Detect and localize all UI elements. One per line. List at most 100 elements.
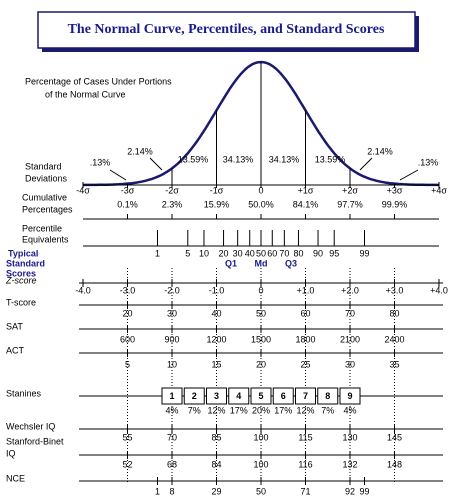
stanford-binet-iq-label: 132: [342, 459, 357, 469]
stanford-binet-iq-label: 84: [211, 459, 221, 469]
z-score-label: +4.0: [430, 285, 448, 295]
cumulative-percentage: 97.7%: [337, 199, 363, 209]
stanine-box: [161, 387, 183, 405]
t-score-label: 50: [256, 308, 266, 318]
percentile-label: 99: [359, 248, 369, 258]
stanine-percentage: 7%: [188, 405, 201, 415]
percentile-label: 80: [293, 248, 303, 258]
stanine-box: [295, 387, 316, 405]
percentile-label: 50: [256, 248, 266, 258]
percentile-label: 5: [185, 248, 190, 258]
area-percentage: 2.14%: [367, 146, 393, 156]
quartile-label: Md: [255, 258, 268, 268]
area-percentage: 34.13%: [269, 154, 300, 164]
row-label: Stanford-Binet: [6, 436, 64, 446]
row-label: SAT: [6, 321, 23, 331]
sat-label: 1500: [251, 334, 271, 344]
stanine-box: [339, 387, 361, 405]
stanine-label: 4: [236, 391, 241, 401]
area-percentage: .13%: [90, 157, 111, 167]
row-label: Percentile: [22, 223, 62, 233]
stanine-label: 8: [325, 391, 330, 401]
cumulative-percentage: 50.0%: [248, 199, 274, 209]
sigma-label: -3σ: [121, 185, 135, 195]
act-label: 10: [167, 359, 177, 369]
sat-label: 2400: [384, 334, 404, 344]
stanine-label: 5: [258, 391, 263, 401]
row-label: Equivalents: [22, 234, 69, 244]
stanine-percentage: 7%: [321, 405, 334, 415]
percentile-label: 70: [279, 248, 289, 258]
leader: [149, 157, 163, 171]
stanine-percentage: 4%: [165, 405, 178, 415]
sat-label: 1800: [295, 334, 315, 344]
act-label: 5: [125, 359, 130, 369]
stanford-binet-iq-label: 100: [253, 459, 268, 469]
leader: [399, 169, 419, 181]
stanford-binet-iq-label: 116: [298, 459, 312, 469]
row-label: T-score: [6, 297, 36, 307]
stanine-percentage: 17%: [274, 405, 292, 415]
stanine-percentage: 4%: [343, 405, 356, 415]
z-score-label: +3.0: [386, 285, 404, 295]
leader: [109, 169, 127, 181]
t-score-label: 20: [122, 308, 132, 318]
quartile-label: Q3: [285, 258, 297, 268]
area-percentage: 34.13%: [223, 154, 254, 164]
percentile-label: 95: [329, 248, 339, 258]
stanine-label: 2: [192, 391, 197, 401]
sigma-label: -4σ: [76, 185, 90, 195]
percentile-label: 30: [233, 248, 243, 258]
nce-label: 50: [256, 486, 266, 496]
percentile-label: 40: [245, 248, 255, 258]
stanine-box: [317, 387, 339, 405]
t-score-label: 70: [345, 308, 355, 318]
sigma-label: 0: [258, 185, 263, 195]
nce-label: 8: [169, 486, 174, 496]
percentile-label: 20: [219, 248, 229, 258]
row-label: Standard: [25, 161, 62, 171]
stanine-percentage: 12%: [296, 405, 314, 415]
z-score-label: +1.0: [297, 285, 315, 295]
stanine-box: [183, 387, 205, 405]
row-label: Deviations: [25, 173, 68, 183]
row-label: Z-score: [5, 275, 37, 285]
z-score-label: -1.0: [209, 285, 225, 295]
nce-label: 29: [211, 486, 221, 496]
stanford-binet-iq-label: 52: [122, 459, 132, 469]
z-score-label: -2.0: [164, 285, 180, 295]
row-label: IQ: [6, 448, 16, 458]
area-percentage: 13.59%: [315, 154, 346, 164]
title-box: [37, 11, 416, 49]
stanine-percentage: 20%: [252, 405, 270, 415]
t-score-label: 40: [211, 308, 221, 318]
sigma-label: +3σ: [387, 185, 403, 195]
act-label: 30: [345, 359, 355, 369]
stanine-percentage: 17%: [230, 405, 248, 415]
cumulative-percentage: 84.1%: [293, 199, 319, 209]
row-label: ACT: [6, 345, 25, 355]
sat-label: 1200: [206, 334, 226, 344]
stanine-box: [206, 387, 227, 405]
t-score-label: 30: [167, 308, 177, 318]
act-label: 20: [256, 359, 266, 369]
sigma-label: +2σ: [342, 185, 358, 195]
stanine-box: [250, 387, 272, 405]
wechsler-iq-label: 145: [387, 432, 402, 442]
row-label: Percentages: [22, 204, 73, 214]
row-label: Scores: [6, 268, 36, 278]
wechsler-iq-label: 130: [342, 432, 357, 442]
area-percentage: 13.59%: [178, 154, 209, 164]
z-score-label: -4.0: [75, 285, 91, 295]
row-label: Cumulative: [22, 192, 67, 202]
stanford-binet-iq-label: 68: [167, 459, 177, 469]
area-percentage: .13%: [418, 157, 439, 167]
stanine-box: [228, 387, 250, 405]
t-score-label: 80: [389, 308, 399, 318]
sigma-label: +4σ: [431, 185, 447, 195]
sigma-label: -2σ: [165, 185, 179, 195]
stanford-binet-iq-label: 148: [387, 459, 402, 469]
nce-label: 92: [345, 486, 355, 496]
nce-label: 71: [300, 486, 310, 496]
